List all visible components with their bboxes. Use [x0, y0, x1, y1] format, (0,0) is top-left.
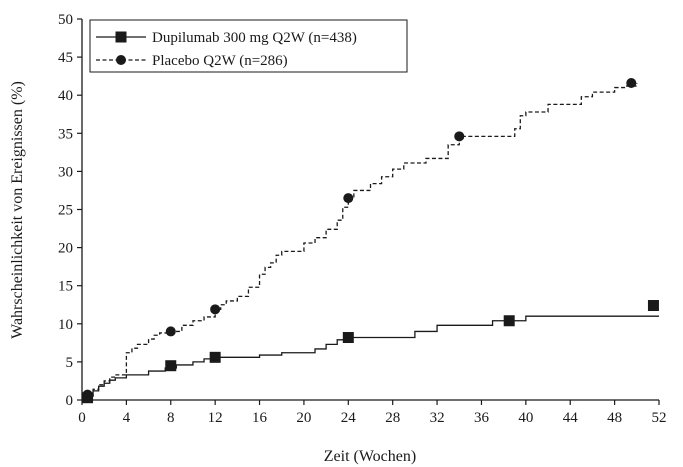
x-tick-label: 52 — [652, 410, 667, 426]
series-line-1 — [82, 83, 638, 401]
x-tick-label: 16 — [252, 410, 268, 426]
x-tick-label: 40 — [518, 410, 533, 426]
x-ticks: 0 4 8 12 16 20 24 28 32 36 40 44 48 52 — [78, 400, 667, 426]
series-line-0 — [82, 315, 659, 401]
y-tick-label: 25 — [58, 203, 73, 219]
x-tick-label: 48 — [607, 410, 622, 426]
legend-marker-square — [115, 31, 127, 43]
y-tick-label: 45 — [58, 50, 73, 66]
data-marker-square — [647, 300, 659, 312]
legend: Dupilumab 300 mg Q2W (n=438) Placebo Q2W… — [89, 19, 408, 73]
y-tick-label: 30 — [58, 164, 73, 180]
data-marker-square — [503, 315, 515, 327]
data-marker-circle — [343, 193, 354, 204]
y-tick-label: 35 — [58, 126, 73, 142]
legend-label-dupilumab: Dupilumab 300 mg Q2W (n=438) — [152, 30, 357, 46]
data-marker-circle — [165, 326, 176, 337]
x-tick-label: 32 — [430, 410, 445, 426]
data-marker-circle — [210, 304, 221, 315]
x-tick-label: 28 — [385, 410, 400, 426]
x-tick-label: 4 — [123, 410, 131, 426]
x-tick-label: 36 — [474, 410, 490, 426]
y-tick-label: 50 — [58, 12, 73, 28]
axes: 0 4 8 12 16 20 24 28 32 36 40 44 48 52 05101520253035… — [58, 12, 667, 426]
y-tick-label: 20 — [58, 241, 73, 257]
data-marker-circle — [454, 131, 465, 142]
data-marker-circle — [82, 389, 93, 400]
data-marker-square — [165, 360, 177, 372]
x-tick-label: 12 — [208, 410, 223, 426]
x-tick-label: 0 — [78, 410, 86, 426]
y-tick-label: 5 — [66, 355, 74, 371]
y-tick-label: 0 — [66, 393, 74, 409]
data-marker-square — [342, 332, 354, 344]
y-tick-label: 40 — [58, 88, 73, 104]
data-marker-square — [209, 351, 221, 363]
x-tick-label: 20 — [296, 410, 311, 426]
legend-box — [89, 19, 408, 73]
x-tick-label: 44 — [563, 410, 579, 426]
legend-label-placebo: Placebo Q2W (n=286) — [152, 53, 288, 69]
legend-marker-circle — [116, 55, 126, 65]
y-ticks: 0 5 10 15 20 25 30 35 40 45 50 — [58, 12, 82, 409]
x-tick-label: 24 — [341, 410, 357, 426]
y-tick-label: 10 — [58, 317, 73, 333]
x-axis-label: Zeit (Wochen) — [324, 448, 416, 465]
y-tick-label: 15 — [58, 279, 73, 295]
y-axis-label: Wahrscheinlichkeit von Ereignissen (%) — [9, 81, 26, 339]
data-marker-circle — [626, 78, 637, 89]
series-layer — [82, 78, 659, 404]
x-tick-label: 8 — [167, 410, 175, 426]
